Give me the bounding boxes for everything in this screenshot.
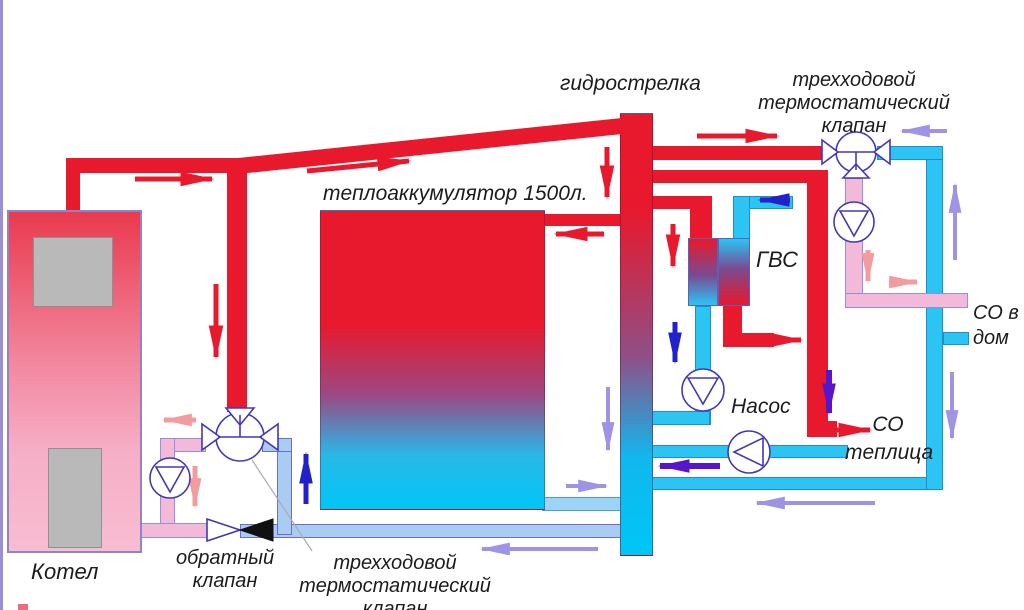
pump-house-icon xyxy=(833,201,875,243)
pipe-house-supply-h xyxy=(845,293,968,308)
label-pump: Насос xyxy=(731,395,791,418)
label-three-way-valve-bottom-line2: термостатический клапан xyxy=(299,575,491,610)
pipe-supply-greenhouse-elbow xyxy=(807,421,837,437)
label-check-valve-line2: клапан xyxy=(192,570,258,592)
label-three-way-valve-top-line2: термостатический клапан xyxy=(758,92,950,137)
label-boiler: Котел xyxy=(31,559,99,584)
three-way-valve-boiler-icon xyxy=(201,407,279,462)
pump-greenhouse-icon xyxy=(727,430,771,474)
label-check-valve-line1: обратный xyxy=(175,547,275,569)
pipe-supply-dhw-v xyxy=(690,196,712,240)
hydraulic-separator xyxy=(620,113,653,556)
label-three-way-valve-top-line1: трехходовой xyxy=(792,69,916,91)
dhw-exchanger-secondary xyxy=(718,238,750,306)
label-dhw: ГВС xyxy=(756,247,799,272)
hot-flow-arrows xyxy=(135,128,873,438)
pump-dhw-icon xyxy=(681,368,725,412)
label-three-way-valve-bottom: трехходовой термостатический клапан xyxy=(272,552,518,610)
boiler-door-lower xyxy=(48,448,102,548)
buffer-tank xyxy=(320,210,545,510)
boiler-loop-arrows xyxy=(161,250,920,509)
pipe-boiler-top-horizontal xyxy=(66,158,238,173)
check-valve-icon xyxy=(206,517,274,543)
dhw-exchanger-primary xyxy=(688,238,718,306)
pipe-house-return-stub xyxy=(943,332,969,345)
leader-line-valve-label xyxy=(251,459,313,552)
label-house-circuit: СО в дом xyxy=(973,301,1024,351)
indigo-flow-arrows xyxy=(657,370,836,473)
label-hydro-separator: гидрострелка xyxy=(560,72,701,95)
pump-boiler-icon xyxy=(149,457,191,499)
pipe-supply-greenhouse-v xyxy=(807,170,828,423)
cold-flow-arrows xyxy=(299,193,790,504)
pipe-sloped-supply xyxy=(238,118,622,174)
boiler-door-upper xyxy=(33,237,113,307)
label-house-line2: дом xyxy=(973,327,1009,349)
pipe-supply-greenhouse-h xyxy=(650,170,818,183)
label-greenhouse-circuit: СО теплица xyxy=(845,411,934,467)
label-house-line1: СО в xyxy=(973,302,1019,324)
bottom-left-red-mark xyxy=(18,604,28,610)
label-greenhouse-line1: СО xyxy=(872,413,904,436)
label-buffer-tank: теплоаккумулятор 1500л. xyxy=(323,182,588,205)
label-greenhouse-line2: теплица xyxy=(845,441,934,464)
pipe-separator-to-tank xyxy=(542,214,622,226)
label-three-way-valve-top: трехходовой термостатический клапан xyxy=(728,69,980,138)
left-border-line xyxy=(0,0,3,610)
label-check-valve: обратный клапан xyxy=(168,547,282,593)
return-flow-arrows xyxy=(479,124,962,556)
pipe-supply-house-circuit xyxy=(650,146,827,160)
pipe-supply-down-to-valve xyxy=(227,158,247,412)
three-way-valve-house-icon xyxy=(821,131,891,179)
label-three-way-valve-bottom-line1: трехходовой xyxy=(333,552,457,574)
